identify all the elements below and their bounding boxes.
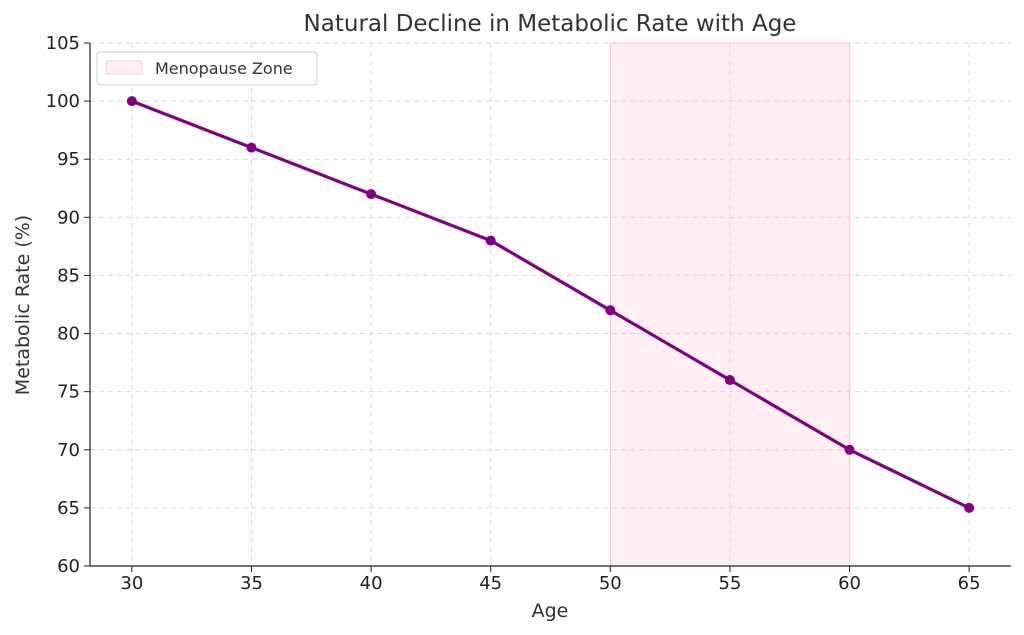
x-tick-label: 60 (838, 573, 861, 594)
x-tick-label: 45 (479, 573, 502, 594)
shaded-region-layer (609, 42, 850, 567)
data-point (964, 502, 975, 513)
data-point (724, 375, 735, 386)
axes (89, 43, 1011, 567)
y-tick-label: 85 (57, 265, 80, 286)
x-tick-label: 50 (599, 573, 622, 594)
data-point (366, 189, 377, 200)
chart-title: Natural Decline in Metabolic Rate with A… (304, 11, 797, 37)
menopause-zone-band (609, 42, 850, 567)
data-point (605, 305, 616, 316)
x-tick-label: 65 (958, 573, 981, 594)
y-tick-label: 100 (46, 91, 80, 112)
x-tick-label: 40 (360, 573, 383, 594)
y-tick-label: 90 (57, 207, 80, 228)
x-axis-label: Age (532, 600, 569, 622)
y-tick-label: 105 (46, 33, 80, 54)
legend-swatch-menopause-zone (105, 60, 143, 75)
legend: Menopause Zone (96, 51, 318, 86)
legend-label-menopause-zone: Menopause Zone (155, 59, 293, 78)
legend-frame (96, 51, 318, 86)
data-point (246, 142, 257, 153)
y-axis-label: Metabolic Rate (%) (12, 215, 34, 395)
x-tick-label: 35 (240, 573, 263, 594)
data-point (485, 235, 496, 246)
y-tick-label: 60 (57, 556, 80, 577)
y-tick-label: 80 (57, 324, 80, 345)
y-tick-label: 70 (57, 440, 80, 461)
x-axis-ticks: 30 35 40 45 50 55 60 65 (120, 566, 981, 594)
series-layer (126, 96, 975, 513)
y-tick-label: 65 (57, 498, 80, 519)
data-point (126, 96, 137, 107)
series-line (131, 99, 970, 510)
x-tick-label: 30 (120, 573, 143, 594)
x-tick-label: 55 (718, 573, 741, 594)
y-tick-label: 95 (57, 149, 80, 170)
y-axis-ticks: 60 65 70 75 80 85 90 95 100 105 (46, 33, 90, 577)
data-point (844, 444, 855, 455)
y-tick-label: 75 (57, 382, 80, 403)
